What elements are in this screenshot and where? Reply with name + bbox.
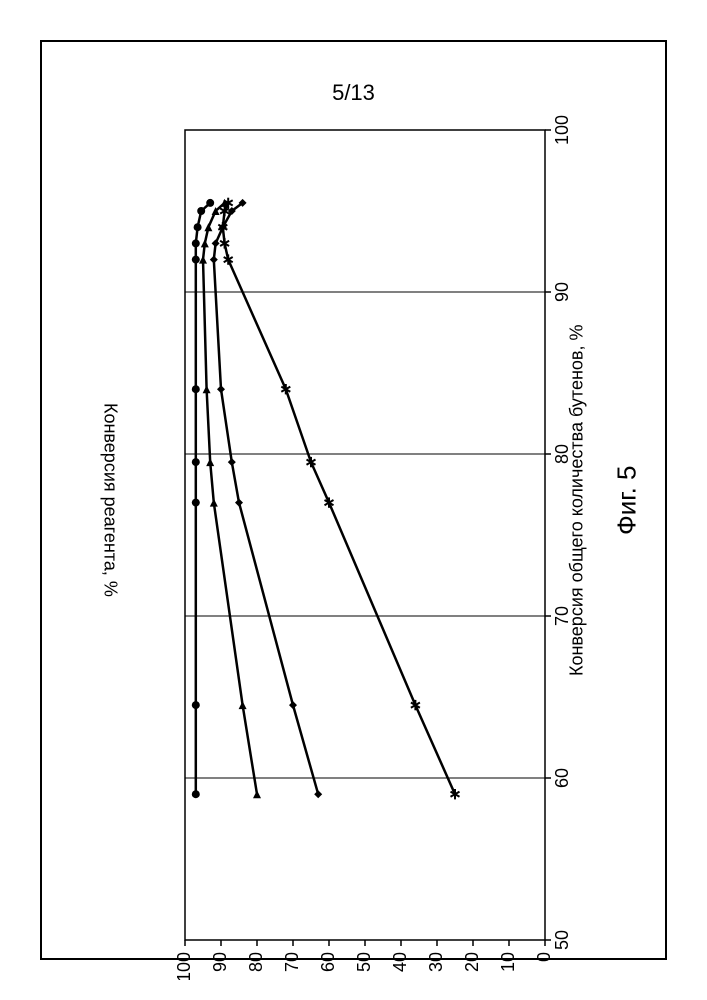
svg-text:100: 100 <box>552 115 572 145</box>
svg-text:60: 60 <box>318 952 338 972</box>
svg-text:80: 80 <box>552 444 572 464</box>
svg-text:100: 100 <box>174 952 194 980</box>
svg-text:40: 40 <box>390 952 410 972</box>
svg-text:70: 70 <box>282 952 302 972</box>
svg-text:30: 30 <box>426 952 446 972</box>
svg-text:90: 90 <box>210 952 230 972</box>
y-axis-label: Конверсия реагента, % <box>95 0 125 1000</box>
svg-text:70: 70 <box>552 606 572 626</box>
svg-text:80: 80 <box>246 952 266 972</box>
svg-text:90: 90 <box>552 282 572 302</box>
svg-text:0: 0 <box>534 952 554 962</box>
figure-caption: Фиг. 5 <box>607 0 647 1000</box>
svg-text:50: 50 <box>354 952 374 972</box>
svg-text:60: 60 <box>552 768 572 788</box>
svg-text:50: 50 <box>552 930 572 950</box>
page: 5/13 Фиг. 5 Конверсия общего количества … <box>0 0 707 1000</box>
chart-plot: 50 60 70 80 90 100 0 10 20 30 40 50 60 70 80 90 100 <box>145 90 585 980</box>
svg-text:10: 10 <box>498 952 518 972</box>
svg-text:20: 20 <box>462 952 482 972</box>
